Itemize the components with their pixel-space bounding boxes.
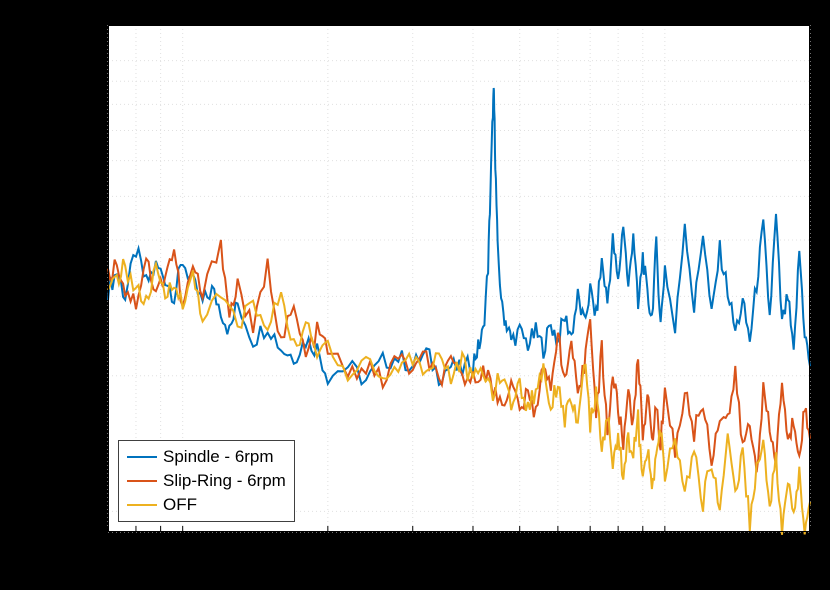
legend-swatch: [127, 456, 157, 459]
legend-item-1: Slip-Ring - 6rpm: [127, 469, 286, 493]
series-spindle-6rpm: [108, 88, 810, 385]
legend-swatch: [127, 480, 157, 483]
legend-item-0: Spindle - 6rpm: [127, 445, 286, 469]
legend-label: Slip-Ring - 6rpm: [163, 471, 286, 491]
legend-item-2: OFF: [127, 493, 286, 517]
series-slip-ring-6rpm: [108, 240, 810, 472]
legend-swatch: [127, 504, 157, 507]
legend-label: OFF: [163, 495, 197, 515]
legend-label: Spindle - 6rpm: [163, 447, 274, 467]
legend: Spindle - 6rpm Slip-Ring - 6rpm OFF: [118, 440, 295, 522]
